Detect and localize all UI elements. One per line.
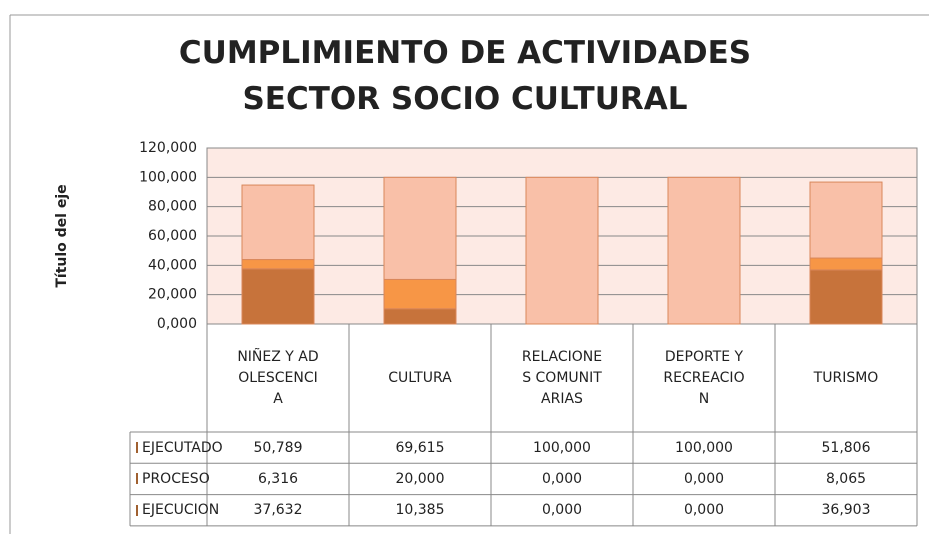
bar-segment — [809, 269, 883, 325]
bar-segment — [241, 268, 315, 325]
table-value: 36,903 — [821, 502, 871, 519]
table-value: 0,000 — [683, 470, 725, 487]
legend-entry: PROCESO — [130, 463, 210, 494]
legend-label: EJECUCION — [142, 502, 220, 519]
bar-segment — [241, 259, 315, 270]
bar-segment — [667, 176, 741, 325]
legend-entry: EJECUTADO — [130, 432, 223, 463]
y-tick-label: 60,000 — [148, 228, 197, 244]
table-value: 0,000 — [541, 470, 583, 487]
y-axis-title: Título del eje — [54, 184, 70, 287]
legend-entry: EJECUCION — [130, 495, 219, 526]
category-label: CULTURA — [388, 369, 452, 386]
table-value: 10,385 — [395, 502, 445, 519]
bar-segment — [809, 181, 883, 259]
bar-segment — [809, 257, 883, 271]
legend-swatch — [136, 504, 138, 516]
table-value: 20,000 — [395, 470, 445, 487]
table-value: 50,789 — [253, 439, 303, 456]
legend-swatch — [136, 473, 138, 485]
y-tick-label: 120,000 — [139, 140, 197, 156]
bar-segment — [525, 176, 599, 325]
y-tick-label: 40,000 — [148, 257, 197, 273]
category-label: RELACIONES COMUNITARIAS — [521, 348, 603, 407]
y-tick-label: 20,000 — [148, 287, 197, 303]
table-value: 0,000 — [541, 502, 583, 519]
bar-segment — [383, 278, 457, 310]
legend-label: EJECUTADO — [142, 439, 223, 456]
bar-segment — [383, 176, 457, 280]
table-value: 100,000 — [675, 439, 733, 456]
category-label: DEPORTE Y RECREACION — [663, 348, 745, 407]
y-tick-label: 100,000 — [139, 169, 197, 185]
table-value: 51,806 — [821, 439, 871, 456]
chart-title: CUMPLIMIENTO DE ACTIVIDADES SECTOR SOCIO… — [178, 35, 752, 117]
legend-swatch — [136, 442, 138, 454]
table-value: 0,000 — [683, 502, 725, 519]
category-label: NIÑEZ Y ADOLESCENCIA — [237, 348, 319, 407]
table-value: 8,065 — [825, 470, 867, 487]
table-value: 100,000 — [533, 439, 591, 456]
bar-segment — [241, 184, 315, 261]
bar-segment — [383, 308, 457, 325]
category-label: TURISMO — [813, 369, 879, 386]
y-tick-label: 80,000 — [148, 199, 197, 215]
table-value: 37,632 — [253, 502, 303, 519]
table-value: 6,316 — [257, 470, 299, 487]
y-tick-label: 0,000 — [157, 316, 197, 332]
table-value: 69,615 — [395, 439, 445, 456]
legend-label: PROCESO — [142, 470, 210, 487]
